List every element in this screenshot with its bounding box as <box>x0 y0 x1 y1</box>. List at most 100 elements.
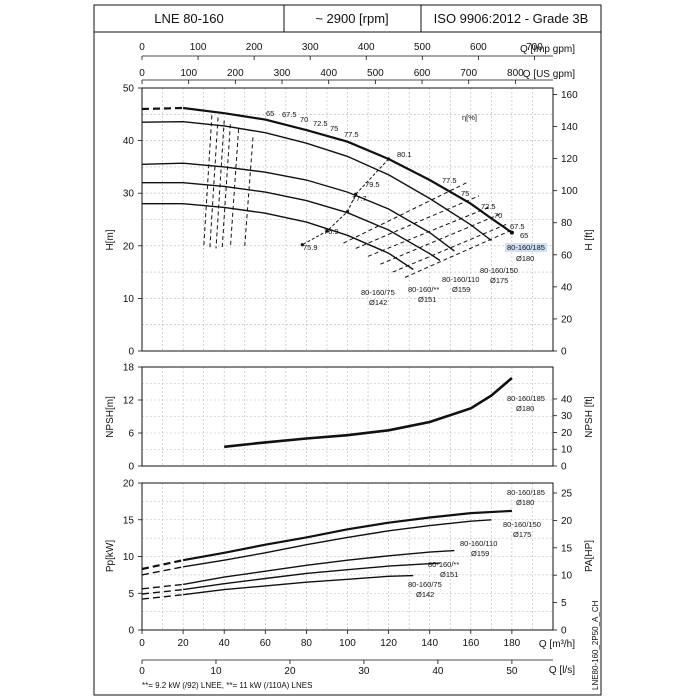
y-tick-label-left: 30 <box>123 189 135 200</box>
ls-tick-label: 50 <box>506 666 518 677</box>
drawing-code: LNE80-160_2P50_A_CH <box>591 600 600 690</box>
speed-label: ~ 2900 [rpm] <box>315 11 388 26</box>
curve-dashed-segment <box>141 106 184 111</box>
curve-label-150: 80-160/150 <box>480 266 518 275</box>
power-label-75: 80-160/75 <box>408 580 442 589</box>
y-tick-label-right: 10 <box>561 445 573 456</box>
npsh-y-ticks: 0 6 12 18 0 10 20 30 40 <box>123 363 573 473</box>
efficiency-line <box>215 120 225 249</box>
bep-marker <box>325 229 329 233</box>
curve-80-160-75 <box>142 203 414 271</box>
imp-tick-label: 600 <box>470 42 487 53</box>
bep-marker <box>300 243 304 247</box>
y-tick-label-left: 6 <box>128 429 134 440</box>
head-curves <box>141 106 514 271</box>
ls-tick-label: 40 <box>432 666 444 677</box>
curve-dashed-segment <box>141 559 184 571</box>
npsh-curves <box>224 377 513 449</box>
curve-end-marker <box>509 230 514 235</box>
selected-curve-highlight <box>505 243 547 252</box>
m3h-tick-label: 0 <box>139 638 145 649</box>
ls-tick-label: 10 <box>210 666 222 677</box>
curve-80-160-185 <box>224 377 513 449</box>
curve-80-160-110 <box>141 162 455 252</box>
ls-axis-label: Q [l/s] <box>549 665 575 676</box>
efficiency-line <box>404 229 513 278</box>
curve-dashed-segment <box>141 566 184 576</box>
eff-label-right: 70 <box>494 211 502 220</box>
footnote: **= 9.2 kW (/92) LNEE, **= 11 kW (/110A)… <box>142 681 312 690</box>
us-tick-label: 100 <box>180 68 197 79</box>
y-tick-label-left: 10 <box>123 552 135 563</box>
m3h-tick-label: 100 <box>339 638 356 649</box>
eff-label-right: 72.5 <box>481 202 496 211</box>
power-label-150: 80-160/150 <box>503 520 541 529</box>
imp-ticks: 0 100 200 300 400 500 600 700 <box>139 42 543 60</box>
curve-dashed-segment <box>141 583 184 590</box>
efficiency-line <box>355 195 480 249</box>
ls-tick-label: 30 <box>358 666 370 677</box>
curve-80-160-150 <box>182 519 492 568</box>
curve-label-75: 80-160/75 <box>361 288 395 297</box>
curve-dia-150: Ø175 <box>490 276 508 285</box>
y-tick-label-right: 25 <box>561 488 573 499</box>
curve-80-160- <box>142 182 441 262</box>
y-tick-label-left: 0 <box>128 347 134 358</box>
y-tick-label-left: 10 <box>123 294 135 305</box>
efficiency-line <box>244 137 254 246</box>
y-tick-label-right: 0 <box>561 347 567 358</box>
y-tick-label-right: 120 <box>561 154 578 165</box>
curve-label-star: 80-160/** <box>408 285 439 294</box>
us-ticks: 0 100 200 300 400 500 600 700 800 <box>139 68 524 84</box>
m3h-tick-label: 160 <box>462 638 479 649</box>
bep-label: 76.9 <box>324 227 339 236</box>
m3h-tick-label: 140 <box>421 638 438 649</box>
efficiency-lines <box>203 115 513 278</box>
y-tick-label-right: 40 <box>561 394 573 405</box>
npsh-grid <box>142 367 553 466</box>
head-frame <box>141 87 554 352</box>
y-tick-label-right: 10 <box>561 571 573 582</box>
npsh-chart: 0 6 12 18 0 10 20 30 40 NPSH[m] NPSH [ft] 80-160… <box>105 363 595 473</box>
power-label-185: 80-160/185 <box>507 488 545 497</box>
y-tick-label-left: 0 <box>128 626 134 637</box>
us-tick-label: 0 <box>139 68 145 79</box>
m3h-tick-label: 120 <box>380 638 397 649</box>
eff-label-right: 75 <box>461 189 469 198</box>
m3h-tick-label: 80 <box>301 638 313 649</box>
m3h-axis-label: Q [m³/h] <box>539 639 575 650</box>
y-tick-label-left: 40 <box>123 136 135 147</box>
y-tick-label-right: 40 <box>561 282 573 293</box>
head-grid <box>142 88 553 351</box>
curve-dia-110: Ø159 <box>452 285 470 294</box>
imp-axis-label: Q [Imp gpm] <box>520 44 575 55</box>
m3h-tick-label: 40 <box>219 638 231 649</box>
imp-tick-label: 100 <box>190 42 207 53</box>
imp-tick-label: 200 <box>246 42 263 53</box>
imp-tick-label: 700 <box>526 42 543 53</box>
eff-label-left: 65 <box>266 109 274 118</box>
y-tick-label-right: 100 <box>561 186 578 197</box>
curve-80-160-185 <box>182 106 513 234</box>
m3h-ticks: 0 20 40 60 80 100 120 140 160 180 <box>139 630 521 649</box>
us-tick-label: 300 <box>274 68 291 79</box>
power-label-star: 80-160/** <box>428 560 459 569</box>
bep-label: 79.5 <box>365 180 380 189</box>
power-dia-star: Ø151 <box>440 570 458 579</box>
curve-80-160-150 <box>141 120 492 242</box>
npsh-curve-label: 80-160/185 <box>507 394 545 403</box>
curve-label-185: 80-160/185 <box>507 243 545 252</box>
power-chart: 0 5 10 15 20 0 5 10 15 20 25 Pp[kW] PA[HP] 80-160/… <box>105 479 595 637</box>
us-tick-label: 700 <box>460 68 477 79</box>
power-dia-150: Ø175 <box>513 530 531 539</box>
eff-label-left: 67.5 <box>282 110 297 119</box>
us-tick-label: 400 <box>320 68 337 79</box>
power-label-110: 80-160/110 <box>460 539 497 548</box>
us-tick-label: 500 <box>367 68 384 79</box>
efficiency-label: η[%] <box>462 113 477 122</box>
y-tick-label-right: 60 <box>561 250 573 261</box>
y-tick-label-left: 15 <box>123 515 135 526</box>
curve-80-160-185 <box>182 509 512 562</box>
imp-tick-label: 500 <box>414 42 431 53</box>
